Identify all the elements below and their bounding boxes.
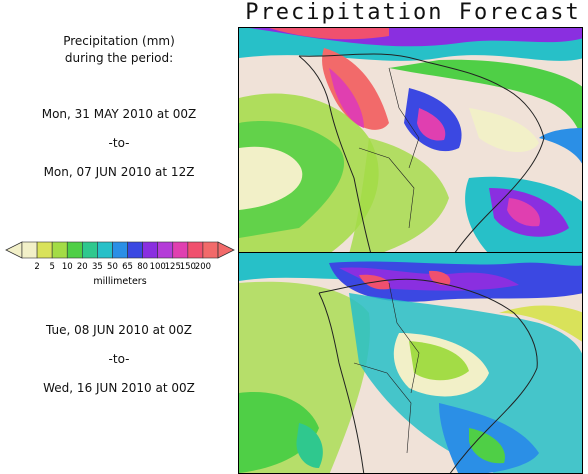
legend-swatch	[51, 241, 68, 259]
period-1-end: Mon, 07 JUN 2010 at 12Z	[43, 165, 195, 179]
period-1-start: Mon, 31 MAY 2010 at 00Z	[41, 107, 197, 121]
period-1-text: Mon, 31 MAY 2010 at 00Z -to- Mon, 07 JUN…	[0, 106, 238, 181]
forecast-map-period-2	[238, 252, 583, 474]
legend-swatch	[82, 241, 98, 259]
period-2-separator: -to-	[108, 352, 130, 366]
legend-swatch	[36, 241, 53, 259]
map-1-svg	[239, 28, 582, 252]
period-2-text: Tue, 08 JUN 2010 at 00Z -to- Wed, 16 JUN…	[0, 322, 238, 397]
period-2-end: Wed, 16 JUN 2010 at 00Z	[43, 381, 195, 395]
map-2-svg	[239, 253, 582, 473]
legend-swatch	[187, 241, 204, 259]
legend-tick-label: 150	[180, 262, 196, 272]
page-title: Precipitation Forecast	[245, 0, 581, 25]
legend-tick-label: 125	[165, 262, 181, 272]
legend-tick-label: 20	[77, 262, 88, 272]
legend-swatch	[112, 241, 128, 259]
legend-swatch	[172, 241, 189, 259]
color-legend: 2 5 10 20 35 50 65 80 100 125 150 200 millimeters	[0, 238, 238, 290]
legend-swatch	[157, 241, 174, 259]
period-2-start: Tue, 08 JUN 2010 at 00Z	[45, 323, 193, 337]
forecast-map-period-1	[238, 27, 583, 253]
legend-tick-label: 35	[92, 262, 103, 272]
legend-swatch	[97, 241, 113, 259]
legend-swatch	[21, 241, 38, 259]
legend-tick-label: 100	[150, 262, 166, 272]
legend-tick-label: 5	[49, 262, 54, 272]
legend-tick-label: 2	[34, 262, 39, 272]
legend-tick-label: 65	[122, 262, 133, 272]
legend-tick-label: 80	[137, 262, 148, 272]
legend-arrow-left	[5, 241, 23, 259]
legend-swatch	[142, 241, 158, 259]
legend-swatch	[127, 241, 143, 259]
intro-line-1: Precipitation (mm)	[63, 34, 175, 48]
intro-line-2: during the period:	[64, 51, 174, 65]
period-1-separator: -to-	[108, 136, 130, 150]
legend-swatch	[202, 241, 219, 259]
legend-arrow-right	[217, 241, 235, 259]
legend-swatch	[66, 241, 83, 259]
intro-text: Precipitation (mm) during the period:	[0, 33, 238, 67]
legend-tick-label: 50	[107, 262, 118, 272]
legend-unit-label: millimeters	[93, 276, 146, 287]
legend-tick-label: 10	[62, 262, 73, 272]
legend-tick-label: 200	[195, 262, 211, 272]
